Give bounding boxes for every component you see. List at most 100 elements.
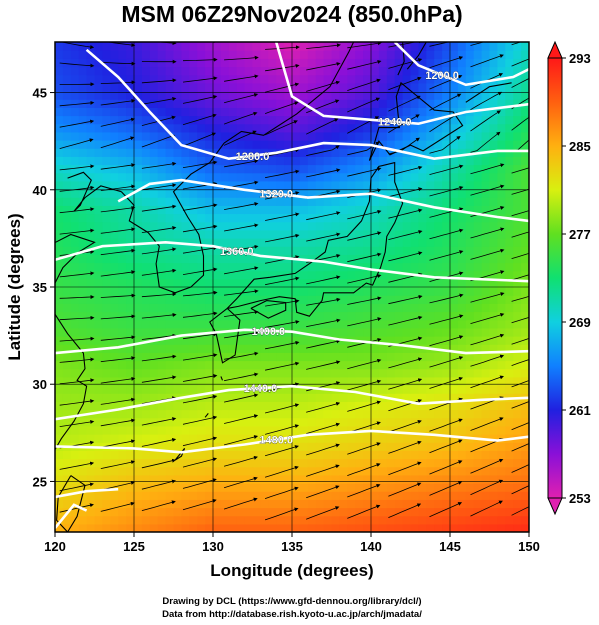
temperature-cell xyxy=(371,148,380,157)
temperature-cell xyxy=(402,66,412,76)
temperature-cell xyxy=(252,368,261,378)
temperature-cell xyxy=(102,205,111,215)
temperature-cell xyxy=(465,360,475,370)
temperature-cell xyxy=(94,466,103,476)
height-contour-line xyxy=(117,178,529,223)
temperature-cell xyxy=(70,303,80,313)
temperature-cell xyxy=(157,507,167,517)
temperature-cell xyxy=(386,319,396,329)
temperature-cell xyxy=(481,368,491,378)
temperature-cell xyxy=(197,197,206,206)
streamline xyxy=(141,292,177,298)
temperature-cell xyxy=(157,287,167,296)
temperature-cell xyxy=(78,262,88,272)
temperature-cell xyxy=(55,42,64,51)
temperature-cell xyxy=(292,523,301,532)
temperature-cell xyxy=(410,425,419,435)
temperature-cell xyxy=(134,442,143,451)
temperature-cell xyxy=(450,238,459,247)
temperature-cell xyxy=(434,197,443,206)
temperature-cell xyxy=(86,287,96,296)
temperature-cell xyxy=(339,450,348,460)
temperature-cell xyxy=(442,409,451,419)
temperature-cell xyxy=(355,393,364,402)
streamline xyxy=(347,317,382,327)
temperature-cell xyxy=(94,270,103,280)
temperature-cell xyxy=(347,229,356,239)
temperature-cell xyxy=(268,99,277,108)
temperature-cell xyxy=(284,148,293,157)
temperature-cell xyxy=(299,221,309,231)
streamline xyxy=(182,499,217,511)
temperature-cell xyxy=(513,303,522,313)
temperature-cell xyxy=(173,499,182,509)
temperature-cell xyxy=(165,254,175,264)
temperature-cell xyxy=(450,91,459,100)
temperature-cell xyxy=(141,368,151,378)
temperature-cell xyxy=(157,148,167,157)
temperature-cell xyxy=(276,66,285,76)
temperature-cell xyxy=(299,368,309,378)
temperature-cell xyxy=(473,213,483,223)
temperature-cell xyxy=(94,376,103,386)
temperature-cell xyxy=(434,327,443,337)
temperature-cell xyxy=(331,466,340,476)
temperature-cell xyxy=(197,401,206,411)
temperature-cell xyxy=(331,368,340,378)
temperature-cell xyxy=(102,311,111,321)
temperature-cell xyxy=(371,401,380,411)
temperature-cell xyxy=(62,107,72,117)
temperature-cell xyxy=(465,156,475,166)
temperature-cell xyxy=(126,401,135,411)
temperature-cell xyxy=(489,99,498,108)
temperature-cell xyxy=(197,483,206,492)
temperature-cell xyxy=(497,319,506,329)
coastline xyxy=(465,82,512,103)
temperature-cell xyxy=(497,499,506,509)
temperature-cell xyxy=(70,507,80,517)
temperature-cell xyxy=(473,164,483,174)
streamline xyxy=(59,228,95,235)
temperature-cell xyxy=(363,376,372,386)
temperature-cell xyxy=(442,499,451,509)
temperature-cell xyxy=(110,360,119,370)
temperature-cell xyxy=(197,360,206,370)
temperature-cell xyxy=(521,221,529,231)
temperature-cell xyxy=(386,401,396,411)
temperature-cell xyxy=(497,425,506,435)
temperature-cell xyxy=(236,172,246,182)
temperature-cell xyxy=(205,262,214,272)
temperature-cell xyxy=(394,221,404,231)
temperature-cell xyxy=(299,393,309,402)
temperature-cell xyxy=(331,99,340,108)
temperature-cell xyxy=(363,131,372,141)
temperature-cell xyxy=(331,523,340,532)
streamline xyxy=(470,375,505,389)
temperature-cell xyxy=(386,376,396,386)
y-tick-label: 35 xyxy=(33,280,47,295)
temperature-cell xyxy=(213,58,222,68)
temperature-cell xyxy=(62,42,72,51)
temperature-cell xyxy=(276,140,285,149)
temperature-cell xyxy=(118,319,127,329)
temperature-cell xyxy=(189,483,198,492)
temperature-cell xyxy=(347,270,356,280)
temperature-cell xyxy=(284,376,293,386)
temperature-cell xyxy=(236,82,246,92)
temperature-cell xyxy=(363,213,372,223)
streamline xyxy=(223,111,258,125)
temperature-cell xyxy=(252,74,261,84)
height-contours xyxy=(55,42,529,529)
temperature-cell xyxy=(386,115,396,125)
temperature-cell xyxy=(149,107,159,117)
temperature-cell xyxy=(284,385,293,394)
streamline xyxy=(470,206,505,217)
temperature-cell xyxy=(355,450,364,460)
temperature-cell xyxy=(197,327,206,337)
temperature-cell xyxy=(86,156,96,166)
temperature-cell xyxy=(481,213,491,223)
temperature-cell xyxy=(260,499,269,509)
coastline xyxy=(67,171,122,212)
temperature-cell xyxy=(157,450,167,460)
temperature-cell xyxy=(236,327,246,337)
